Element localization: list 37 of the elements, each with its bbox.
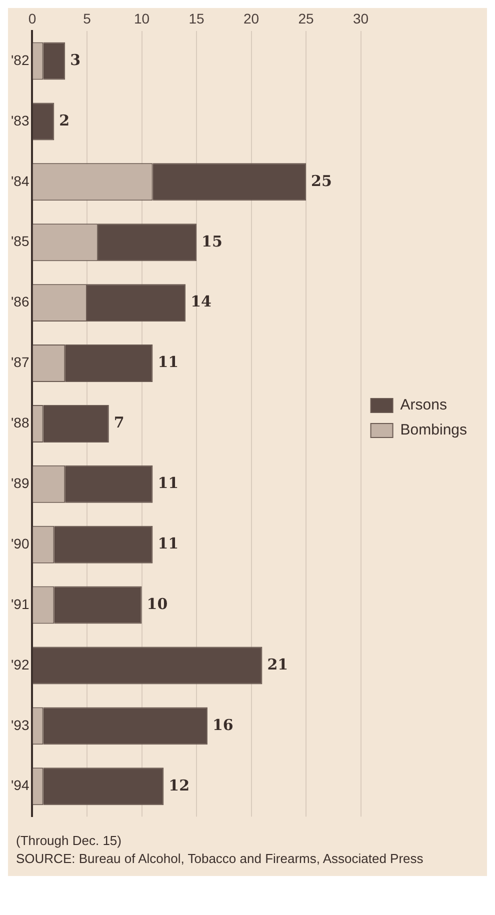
y-tick-label: '90 <box>10 535 30 552</box>
total-label: 11 <box>158 474 179 492</box>
x-tick-label: 0 <box>28 10 36 26</box>
y-tick-label: '92 <box>10 656 30 672</box>
x-tick-label: 30 <box>353 10 369 26</box>
legend-label: Bombings <box>400 422 467 439</box>
total-label: 12 <box>168 776 190 794</box>
total-label: 25 <box>311 172 332 190</box>
total-label: 15 <box>202 232 222 250</box>
total-label: 2 <box>59 111 70 130</box>
y-tick-label: '84 <box>10 172 30 189</box>
x-tick-label: 15 <box>188 10 205 26</box>
x-tick-label: 5 <box>83 10 92 26</box>
y-tick-label: '87 <box>10 354 30 370</box>
y-tick-label: '89 <box>10 475 30 492</box>
total-label: 21 <box>267 655 288 674</box>
total-label: 11 <box>158 534 179 552</box>
y-tick-label: '93 <box>10 716 30 733</box>
total-label: 16 <box>212 716 234 734</box>
y-tick-label: '91 <box>10 596 30 612</box>
total-label: 3 <box>70 50 81 69</box>
legend-label: Arsons <box>400 396 447 414</box>
y-tick-label: '82 <box>10 52 30 68</box>
source-note: SOURCE: Bureau of Alcohol, Tobacco and Firearms, Associated Press <box>16 850 424 868</box>
x-tick-label: 10 <box>134 10 150 26</box>
total-label: 11 <box>158 353 179 372</box>
y-tick-label: '86 <box>10 294 30 310</box>
text: (Through Dec. 15) <box>16 832 122 850</box>
total-label: 14 <box>190 292 212 311</box>
y-tick-label: '83 <box>10 112 30 128</box>
x-tick-label: 20 <box>243 10 260 26</box>
y-tick-label: '88 <box>10 414 30 431</box>
x-tick-label: 25 <box>298 10 314 26</box>
y-tick-label: '94 <box>10 777 30 794</box>
total-label: 10 <box>146 594 168 613</box>
y-tick-label: '85 <box>10 233 30 250</box>
total-label: 7 <box>114 414 124 432</box>
